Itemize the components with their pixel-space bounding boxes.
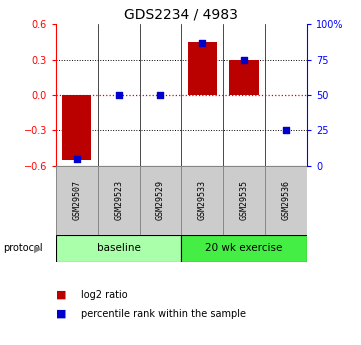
Text: ▶: ▶ [34,244,42,253]
Bar [98,166,140,235]
Bar [181,166,223,235]
Text: GSM29535: GSM29535 [240,180,249,220]
Text: log2 ratio: log2 ratio [81,290,128,300]
Title: GDS2234 / 4983: GDS2234 / 4983 [125,8,238,22]
Bar [56,235,181,262]
Text: ■: ■ [56,290,66,300]
Text: baseline: baseline [97,244,141,253]
Point [158,92,164,98]
Bar [181,235,307,262]
Bar [230,59,259,95]
Text: GSM29507: GSM29507 [72,180,81,220]
Text: ■: ■ [56,309,66,319]
Text: GSM29523: GSM29523 [114,180,123,220]
Point [116,92,122,98]
Bar [188,42,217,95]
Text: GSM29529: GSM29529 [156,180,165,220]
Bar [140,166,181,235]
Bar [265,166,307,235]
Text: GSM29533: GSM29533 [198,180,207,220]
Point [283,128,289,133]
Bar [56,166,98,235]
Point [74,156,80,161]
Text: GSM29536: GSM29536 [282,180,291,220]
Bar [223,166,265,235]
Text: percentile rank within the sample: percentile rank within the sample [81,309,246,319]
Point [199,40,205,45]
Text: 20 wk exercise: 20 wk exercise [205,244,283,253]
Point [241,57,247,62]
Bar [62,95,91,160]
Text: protocol: protocol [4,244,43,253]
